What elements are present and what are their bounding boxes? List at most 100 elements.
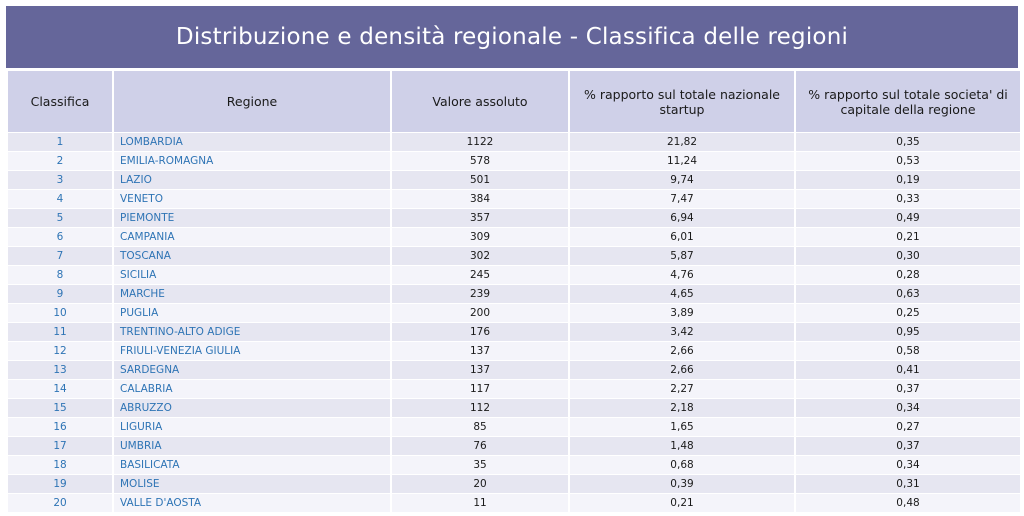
cell-absolute-value: 112 xyxy=(392,399,568,418)
cell-absolute-value: 384 xyxy=(392,190,568,209)
ranking-table: Classifica Regione Valore assoluto % rap… xyxy=(6,71,1022,513)
cell-region: TRENTINO-ALTO ADIGE xyxy=(114,323,390,342)
cell-pct-national: 3,89 xyxy=(570,304,794,323)
cell-pct-regional: 0,33 xyxy=(796,190,1020,209)
column-header-pct-national: % rapporto sul totale nazionale startup xyxy=(570,71,794,133)
header-row: Classifica Regione Valore assoluto % rap… xyxy=(8,71,1020,133)
cell-absolute-value: 501 xyxy=(392,171,568,190)
cell-rank: 20 xyxy=(8,494,112,513)
cell-region: ABRUZZO xyxy=(114,399,390,418)
table-row: 9 MARCHE 239 4,65 0,63 xyxy=(8,285,1020,304)
table-row: 17 UMBRIA 76 1,48 0,37 xyxy=(8,437,1020,456)
table-row: 11 TRENTINO-ALTO ADIGE 176 3,42 0,95 xyxy=(8,323,1020,342)
cell-pct-regional: 0,19 xyxy=(796,171,1020,190)
cell-pct-national: 4,65 xyxy=(570,285,794,304)
table-row: 1 LOMBARDIA 1122 21,82 0,35 xyxy=(8,133,1020,152)
cell-pct-regional: 0,28 xyxy=(796,266,1020,285)
cell-pct-national: 7,47 xyxy=(570,190,794,209)
table-row: 3 LAZIO 501 9,74 0,19 xyxy=(8,171,1020,190)
cell-pct-national: 1,48 xyxy=(570,437,794,456)
cell-pct-national: 0,68 xyxy=(570,456,794,475)
cell-rank: 6 xyxy=(8,228,112,247)
cell-absolute-value: 239 xyxy=(392,285,568,304)
table-row: 12 FRIULI-VENEZIA GIULIA 137 2,66 0,58 xyxy=(8,342,1020,361)
cell-rank: 19 xyxy=(8,475,112,494)
cell-region: SICILIA xyxy=(114,266,390,285)
page-title: Distribuzione e densità regionale - Clas… xyxy=(175,24,849,50)
cell-rank: 11 xyxy=(8,323,112,342)
cell-rank: 7 xyxy=(8,247,112,266)
table-row: 19 MOLISE 20 0,39 0,31 xyxy=(8,475,1020,494)
cell-pct-national: 9,74 xyxy=(570,171,794,190)
column-header-region: Regione xyxy=(114,71,390,133)
table-row: 2 EMILIA-ROMAGNA 578 11,24 0,53 xyxy=(8,152,1020,171)
table-row: 4 VENETO 384 7,47 0,33 xyxy=(8,190,1020,209)
cell-pct-regional: 0,34 xyxy=(796,399,1020,418)
cell-rank: 12 xyxy=(8,342,112,361)
cell-rank: 15 xyxy=(8,399,112,418)
cell-region: PUGLIA xyxy=(114,304,390,323)
cell-pct-national: 0,39 xyxy=(570,475,794,494)
cell-region: LAZIO xyxy=(114,171,390,190)
cell-region: MARCHE xyxy=(114,285,390,304)
table-row: 15 ABRUZZO 112 2,18 0,34 xyxy=(8,399,1020,418)
cell-pct-national: 6,94 xyxy=(570,209,794,228)
cell-absolute-value: 357 xyxy=(392,209,568,228)
cell-region: VALLE D'AOSTA xyxy=(114,494,390,513)
cell-pct-regional: 0,31 xyxy=(796,475,1020,494)
table-row: 5 PIEMONTE 357 6,94 0,49 xyxy=(8,209,1020,228)
cell-region: CALABRIA xyxy=(114,380,390,399)
cell-pct-national: 21,82 xyxy=(570,133,794,152)
cell-rank: 13 xyxy=(8,361,112,380)
cell-pct-regional: 0,37 xyxy=(796,437,1020,456)
cell-rank: 1 xyxy=(8,133,112,152)
cell-pct-national: 2,18 xyxy=(570,399,794,418)
table-row: 14 CALABRIA 117 2,27 0,37 xyxy=(8,380,1020,399)
cell-pct-regional: 0,49 xyxy=(796,209,1020,228)
cell-region: LOMBARDIA xyxy=(114,133,390,152)
cell-region: BASILICATA xyxy=(114,456,390,475)
cell-pct-regional: 0,58 xyxy=(796,342,1020,361)
cell-pct-regional: 0,21 xyxy=(796,228,1020,247)
table-row: 13 SARDEGNA 137 2,66 0,41 xyxy=(8,361,1020,380)
cell-rank: 2 xyxy=(8,152,112,171)
cell-rank: 17 xyxy=(8,437,112,456)
cell-pct-national: 5,87 xyxy=(570,247,794,266)
cell-pct-regional: 0,63 xyxy=(796,285,1020,304)
cell-region: EMILIA-ROMAGNA xyxy=(114,152,390,171)
cell-rank: 14 xyxy=(8,380,112,399)
cell-pct-regional: 0,53 xyxy=(796,152,1020,171)
cell-rank: 16 xyxy=(8,418,112,437)
column-header-rank: Classifica xyxy=(8,71,112,133)
cell-absolute-value: 302 xyxy=(392,247,568,266)
cell-pct-national: 1,65 xyxy=(570,418,794,437)
cell-absolute-value: 137 xyxy=(392,361,568,380)
cell-region: VENETO xyxy=(114,190,390,209)
cell-rank: 9 xyxy=(8,285,112,304)
cell-absolute-value: 117 xyxy=(392,380,568,399)
cell-absolute-value: 35 xyxy=(392,456,568,475)
column-header-absolute-value: Valore assoluto xyxy=(392,71,568,133)
cell-pct-regional: 0,41 xyxy=(796,361,1020,380)
cell-rank: 8 xyxy=(8,266,112,285)
cell-pct-regional: 0,27 xyxy=(796,418,1020,437)
cell-region: LIGURIA xyxy=(114,418,390,437)
cell-rank: 5 xyxy=(8,209,112,228)
cell-region: CAMPANIA xyxy=(114,228,390,247)
cell-pct-regional: 0,35 xyxy=(796,133,1020,152)
table-row: 8 SICILIA 245 4,76 0,28 xyxy=(8,266,1020,285)
page-title-banner: Distribuzione e densità regionale - Clas… xyxy=(6,6,1018,68)
cell-pct-regional: 0,37 xyxy=(796,380,1020,399)
cell-absolute-value: 309 xyxy=(392,228,568,247)
cell-pct-national: 11,24 xyxy=(570,152,794,171)
cell-rank: 18 xyxy=(8,456,112,475)
cell-absolute-value: 200 xyxy=(392,304,568,323)
cell-pct-regional: 0,48 xyxy=(796,494,1020,513)
cell-pct-national: 2,66 xyxy=(570,342,794,361)
table-header: Classifica Regione Valore assoluto % rap… xyxy=(8,71,1020,133)
cell-pct-regional: 0,25 xyxy=(796,304,1020,323)
cell-absolute-value: 85 xyxy=(392,418,568,437)
cell-pct-regional: 0,30 xyxy=(796,247,1020,266)
cell-absolute-value: 578 xyxy=(392,152,568,171)
table-row: 6 CAMPANIA 309 6,01 0,21 xyxy=(8,228,1020,247)
